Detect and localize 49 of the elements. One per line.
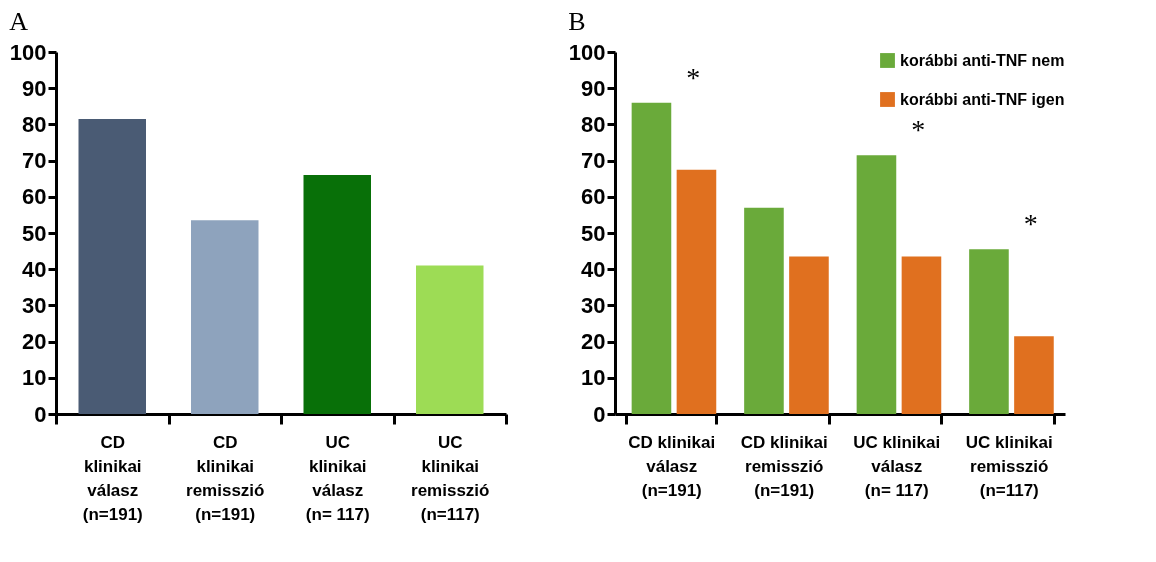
y-tick-label: 50 — [22, 220, 47, 246]
y-tick-label: 30 — [581, 292, 606, 318]
x-tick-label: UC klinikai remisszió (n=117) — [965, 432, 1053, 500]
y-tick-label: 20 — [581, 329, 606, 355]
bar — [78, 118, 146, 414]
y-tick-label: 0 — [34, 401, 47, 427]
bar — [191, 220, 259, 414]
x-tick-label: CD klinikai remisszió (n=191) — [186, 432, 265, 524]
bar — [856, 155, 897, 414]
y-tick-label: 40 — [22, 256, 47, 282]
y-tick-label: 40 — [581, 256, 606, 282]
y-tick-label: 0 — [593, 401, 606, 427]
y-tick-label: 10 — [22, 365, 47, 391]
annotation: * — [1023, 208, 1038, 240]
bar — [789, 256, 829, 414]
bar — [1014, 336, 1054, 414]
y-tick-label: 60 — [581, 184, 606, 210]
annotation: * — [911, 114, 926, 146]
bar — [676, 169, 717, 414]
bar — [631, 102, 672, 414]
x-tick-label: CD klinikai válasz (n=191) — [628, 432, 716, 500]
legend-label: korábbi anti-TNF igen — [900, 90, 1065, 108]
x-tick-label: UC klinikai válasz (n= 117) — [853, 432, 941, 500]
y-tick-label: 80 — [581, 111, 606, 137]
y-tick-label: 90 — [581, 75, 606, 101]
y-tick-label: 100 — [568, 39, 606, 65]
y-tick-label: 10 — [581, 365, 606, 391]
chart-title: A — [9, 7, 29, 36]
x-tick-label: UC klinikai válasz (n= 117) — [305, 432, 370, 524]
bar — [744, 207, 784, 414]
bar — [303, 175, 371, 414]
y-tick-label: 80 — [22, 111, 47, 137]
y-tick-label: 20 — [22, 329, 47, 355]
y-tick-label: 70 — [22, 148, 47, 174]
bar — [901, 256, 942, 414]
chart-title: B — [568, 7, 586, 36]
x-tick-label: CD klinikai válasz (n=191) — [82, 432, 143, 524]
bar — [416, 265, 484, 414]
y-tick-label: 30 — [22, 292, 47, 318]
y-tick-label: 100 — [9, 39, 47, 65]
annotation: * — [686, 61, 701, 93]
x-tick-label: UC klinikai remisszió (n=117) — [411, 432, 490, 524]
y-tick-label: 90 — [22, 75, 47, 101]
y-tick-label: 50 — [581, 220, 606, 246]
bar — [969, 249, 1009, 414]
legend-label: korábbi anti-TNF nem — [900, 51, 1065, 69]
x-tick-label: CD klinikai remisszió (n=191) — [740, 432, 828, 500]
y-tick-label: 70 — [581, 148, 606, 174]
y-tick-label: 60 — [22, 184, 47, 210]
